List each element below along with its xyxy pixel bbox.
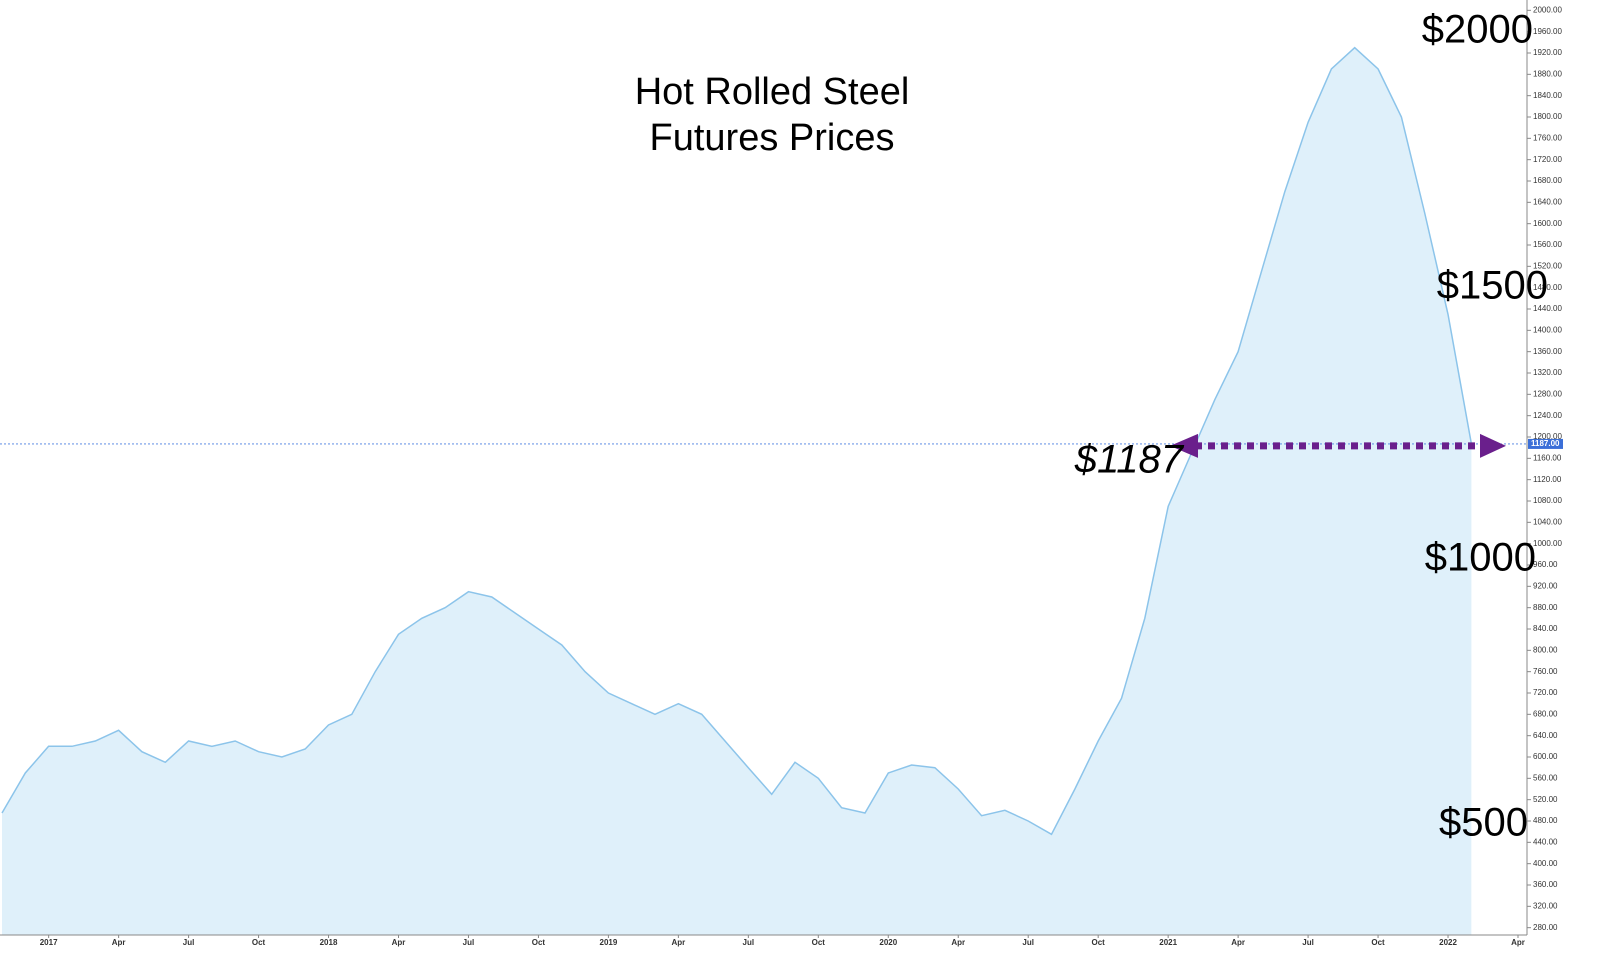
- y-tick-label: 1280.00: [1533, 389, 1562, 398]
- y-tick-label: 1640.00: [1533, 197, 1562, 206]
- y-tick-label: 640.00: [1533, 731, 1558, 740]
- line: [1, 46, 1473, 836]
- y-tick-label: 720.00: [1533, 688, 1558, 697]
- annotation: $2000: [1422, 8, 1533, 52]
- y-tick-label: 1200.00: [1533, 432, 1562, 441]
- y-tick-label: 1920.00: [1533, 48, 1562, 57]
- y-tick-label: 1840.00: [1533, 91, 1562, 100]
- y-tick-label: 1400.00: [1533, 325, 1562, 334]
- y-tick-label: 1440.00: [1533, 304, 1562, 313]
- annotation: $1000: [1425, 536, 1536, 580]
- chart-title: Hot Rolled Steel: [635, 71, 910, 113]
- y-tick-label: 1560.00: [1533, 240, 1562, 249]
- y-tick-label: 920.00: [1533, 581, 1558, 590]
- x-tick-label: Apr: [671, 938, 685, 947]
- y-tick-label: 320.00: [1533, 901, 1558, 910]
- x-tick-label: Jul: [743, 938, 755, 947]
- x-tick-label: Apr: [112, 938, 126, 947]
- x-tick-label: 2018: [320, 938, 338, 947]
- x-tick-label: Oct: [1092, 938, 1106, 947]
- y-tick-label: 1880.00: [1533, 69, 1562, 78]
- x-tick-label: Apr: [951, 938, 965, 947]
- y-tick-label: 560.00: [1533, 773, 1558, 782]
- x-tick-label: 2022: [1439, 938, 1457, 947]
- y-tick-label: 1000.00: [1533, 539, 1562, 548]
- annotation: $500: [1439, 801, 1528, 845]
- chart-title: Futures Prices: [650, 117, 895, 159]
- y-tick-label: 600.00: [1533, 752, 1558, 761]
- y-tick-label: 1480.00: [1533, 283, 1562, 292]
- y-tick-label: 960.00: [1533, 560, 1558, 569]
- y-tick-label: 360.00: [1533, 880, 1558, 889]
- y-tick-label: 760.00: [1533, 667, 1558, 676]
- y-tick-label: 280.00: [1533, 923, 1558, 932]
- arrow-head: [1480, 433, 1506, 458]
- arrow-head: [1170, 433, 1198, 458]
- y-tick-label: 1120.00: [1533, 475, 1562, 484]
- y-tick-label: 1240.00: [1533, 411, 1562, 420]
- y-tick-label: 1080.00: [1533, 496, 1562, 505]
- x-tick-label: 2017: [40, 938, 58, 947]
- x-tick-label: Apr: [392, 938, 406, 947]
- x-tick-label: 2021: [1159, 938, 1177, 947]
- y-tick-label: 1520.00: [1533, 261, 1562, 270]
- y-tick-label: 800.00: [1533, 645, 1558, 654]
- y-tick-label: 2000.00: [1533, 5, 1562, 14]
- x-tick-label: Jul: [1022, 938, 1034, 947]
- area: [2, 47, 1472, 935]
- y-tick-label: 1160.00: [1533, 453, 1562, 462]
- y-tick-label: 1680.00: [1533, 176, 1562, 185]
- y-tick-label: 840.00: [1533, 624, 1558, 633]
- y-tick-label: 1720.00: [1533, 155, 1562, 164]
- x-tick-label: Oct: [252, 938, 266, 947]
- y-tick-label: 1800.00: [1533, 112, 1562, 121]
- y-tick-label: 1360.00: [1533, 347, 1562, 356]
- y-tick-label: 440.00: [1533, 837, 1558, 846]
- annotation: $1500: [1437, 264, 1548, 308]
- x-tick-label: Apr: [1511, 938, 1525, 947]
- plot: 280.00 320.00 360.00 400.00 440.00 480.00 520.…: [0, 0, 1563, 947]
- last-price-label: 1187.00: [1531, 439, 1560, 448]
- x-tick-label: Jul: [183, 938, 195, 947]
- x-tick-label: Jul: [463, 938, 475, 947]
- x-tick-label: 2019: [600, 938, 618, 947]
- y-tick-label: 880.00: [1533, 603, 1558, 612]
- y-tick-label: 400.00: [1533, 859, 1558, 868]
- x-tick-label: Oct: [812, 938, 826, 947]
- y-tick-label: 1600.00: [1533, 219, 1562, 228]
- y-tick-label: 520.00: [1533, 795, 1558, 804]
- y-tick-label: 1040.00: [1533, 517, 1562, 526]
- annotation: $1187: [1074, 438, 1185, 482]
- y-tick-label: 1960.00: [1533, 27, 1562, 36]
- y-tick-label: 1760.00: [1533, 133, 1562, 142]
- x-tick-label: 2020: [879, 938, 897, 947]
- x-tick-label: Oct: [1371, 938, 1385, 947]
- last-price-tag: [1528, 438, 1563, 449]
- y-tick-label: 1320.00: [1533, 368, 1562, 377]
- y-tick-label: 480.00: [1533, 816, 1558, 825]
- x-tick-label: Apr: [1231, 938, 1245, 947]
- y-tick-label: 680.00: [1533, 709, 1558, 718]
- x-tick-label: Oct: [532, 938, 546, 947]
- x-tick-label: Jul: [1302, 938, 1314, 947]
